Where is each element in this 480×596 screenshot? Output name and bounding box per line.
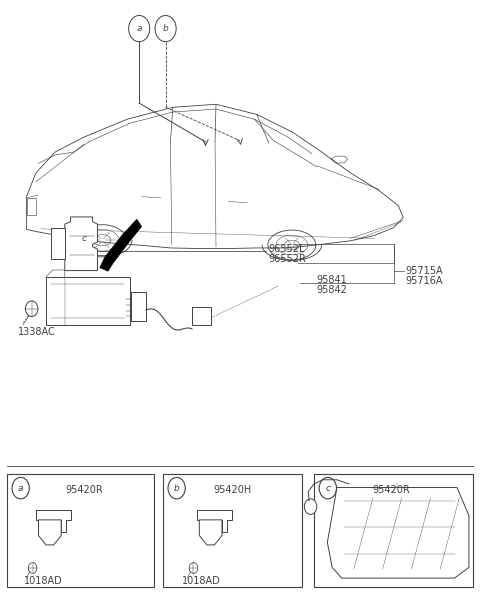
Polygon shape [327, 488, 469, 578]
Circle shape [74, 226, 94, 250]
Text: 95420R: 95420R [372, 485, 410, 495]
Circle shape [207, 529, 214, 537]
Circle shape [168, 477, 185, 499]
Polygon shape [65, 217, 97, 271]
Polygon shape [51, 228, 65, 259]
Polygon shape [197, 510, 232, 532]
Text: 95842: 95842 [317, 285, 348, 295]
Circle shape [204, 525, 217, 541]
Text: 95715A: 95715A [406, 266, 443, 276]
Polygon shape [26, 104, 403, 249]
FancyBboxPatch shape [314, 474, 473, 587]
FancyBboxPatch shape [192, 307, 211, 325]
Circle shape [76, 221, 86, 232]
Circle shape [155, 15, 176, 42]
Polygon shape [100, 219, 142, 271]
Text: b: b [174, 483, 180, 493]
FancyBboxPatch shape [7, 474, 154, 587]
Circle shape [189, 563, 198, 573]
Text: c: c [82, 234, 86, 243]
Circle shape [47, 529, 53, 537]
Circle shape [390, 557, 399, 569]
Text: b: b [163, 24, 168, 33]
FancyBboxPatch shape [131, 292, 146, 321]
Text: a: a [18, 483, 24, 493]
Text: 95420H: 95420H [214, 485, 252, 495]
Text: 95420R: 95420R [65, 485, 103, 495]
Text: 1018AD: 1018AD [182, 576, 221, 586]
Text: 1338AC: 1338AC [18, 327, 56, 337]
Circle shape [12, 477, 29, 499]
Circle shape [129, 15, 150, 42]
Circle shape [428, 557, 438, 569]
Circle shape [55, 246, 61, 254]
Polygon shape [27, 198, 36, 215]
Text: 96552R: 96552R [269, 254, 307, 263]
FancyBboxPatch shape [163, 474, 302, 587]
Circle shape [28, 563, 37, 573]
Circle shape [43, 525, 56, 541]
Text: 96552L: 96552L [269, 244, 305, 253]
Circle shape [25, 301, 38, 316]
FancyBboxPatch shape [46, 277, 130, 325]
Circle shape [76, 257, 86, 269]
Circle shape [304, 499, 317, 514]
Text: 95716A: 95716A [406, 277, 443, 286]
Polygon shape [199, 520, 222, 545]
Polygon shape [36, 510, 72, 532]
Text: 95841: 95841 [317, 275, 348, 285]
Text: 1018AD: 1018AD [24, 576, 62, 586]
Circle shape [351, 557, 361, 569]
Circle shape [319, 477, 336, 499]
Polygon shape [38, 520, 61, 545]
Text: a: a [136, 24, 142, 33]
Text: c: c [325, 483, 330, 493]
Circle shape [55, 232, 61, 240]
